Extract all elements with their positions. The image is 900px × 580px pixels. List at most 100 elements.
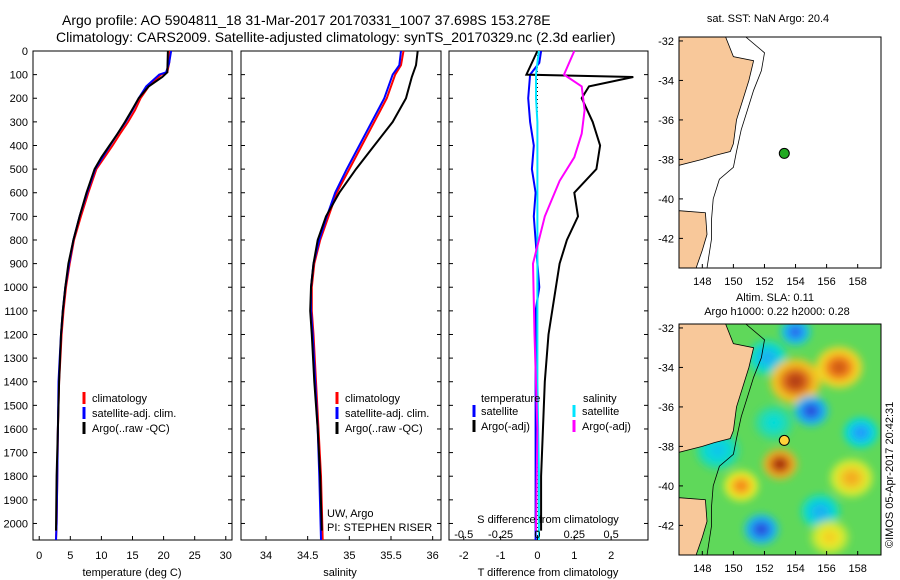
sal-xtick-label: 34: [260, 550, 272, 562]
diff-legend-tsat: satellite: [481, 406, 518, 418]
sal-xtick-label: 36: [427, 550, 439, 562]
sst-lat-label: -38: [658, 154, 674, 166]
sla-anomaly-core: [790, 327, 801, 337]
sla-anomaly-core: [814, 505, 827, 518]
sst-map-panel: sat. SST: NaN Argo: 20.4 148 150 152 154 156…: [658, 13, 882, 288]
diff-line-temperature-argo-adj: [524, 50, 634, 531]
depth-tick-label: 500: [10, 164, 28, 176]
temp-xtick-label: 25: [189, 550, 201, 562]
depth-tick-label: 1500: [4, 400, 28, 412]
difference-legend: temperature salinity satellite Argo(-adj…: [472, 393, 631, 433]
sla-lat-label: -38: [658, 441, 674, 453]
sst-float-location-marker: [778, 147, 790, 159]
temp-legend-climatology: climatology: [92, 393, 148, 405]
sst-map-axes: 148 150 152 154 156 158 -32 -34 -36 -38 -40 -42: [658, 36, 867, 288]
depth-tick-label: 1600: [4, 424, 28, 436]
temp-xtick-label: 10: [95, 550, 107, 562]
temp-xtick-label: 0: [36, 550, 42, 562]
sal-xtick-label: 35: [343, 550, 355, 562]
salinity-frame: [240, 50, 442, 541]
credit-org: UW, Argo: [327, 508, 373, 520]
sla-anomaly-core: [844, 471, 859, 485]
salinity-series: [309, 50, 419, 541]
diff-line-salinity-satellite: [535, 50, 540, 540]
s-difference-xlabel: S difference from climatology: [477, 514, 619, 526]
s-xtick-label: -0.5: [454, 529, 473, 541]
sla-anomaly-core: [767, 417, 781, 429]
depth-tick-label: 900: [10, 259, 28, 271]
sal-xtick-label: 34.5: [297, 550, 318, 562]
sla-lat-label: -42: [658, 520, 674, 532]
sla-lon-label: 158: [849, 563, 867, 575]
sst-lat-label: -32: [658, 36, 674, 48]
temperature-frame: [32, 50, 233, 541]
s-xtick-label: 0: [534, 529, 540, 541]
sla-lon-label: 152: [755, 563, 773, 575]
sst-lon-label: 148: [693, 276, 711, 288]
sst-lon-label: 152: [755, 276, 773, 288]
depth-tick-label: 1300: [4, 353, 28, 365]
diff-xtick-label: 0: [534, 550, 540, 562]
depth-tick-label: 700: [10, 211, 28, 223]
header-line-1: Argo profile: AO 5904811_18 31-Mar-2017 …: [62, 12, 551, 28]
imos-timestamp: ©IMOS 05-Apr-2017 20:42:31: [884, 402, 896, 548]
diff-legend-ssat: satellite: [582, 406, 619, 418]
temp-xtick-label: 5: [67, 550, 73, 562]
sla-field: [696, 324, 878, 555]
s-difference-x-axis: -0.5 -0.25 0 0.25 0.5: [454, 529, 619, 541]
diff-legend-title-temperature: temperature: [481, 393, 540, 405]
salinity-panel: 34 34.5 35 35.5 36 salinity climatology sate…: [240, 50, 442, 579]
sla-lon-label: 154: [786, 563, 804, 575]
depth-tick-label: 1700: [4, 448, 28, 460]
depth-tick-label: 1200: [4, 329, 28, 341]
sla-lat-label: -36: [658, 402, 674, 414]
temp-line-satellite-adj-clim: [55, 50, 173, 541]
sla-anomaly-core: [774, 459, 786, 470]
sla-map-panel: Altim. SLA: 0.11 Argo h1000: 0.22 h2000:…: [658, 292, 882, 575]
s-xtick-label: 0.5: [603, 529, 618, 541]
depth-tick-label: 300: [10, 117, 28, 129]
depth-tick-label: 1100: [4, 306, 28, 318]
depth-tick-label: 1000: [4, 282, 28, 294]
sla-map-title-1: Altim. SLA: 0.11: [736, 292, 814, 304]
diff-legend-targo: Argo(-adj): [481, 421, 530, 433]
depth-tick-label: 200: [10, 93, 28, 105]
sla-map-frame: [678, 323, 882, 556]
s-xtick-label: -0.25: [488, 529, 513, 541]
diff-xtick-label: -2: [459, 550, 469, 562]
depth-tick-label: 600: [10, 188, 28, 200]
temperature-xlabel: temperature (deg C): [82, 567, 181, 579]
sal-xtick-label: 35.5: [380, 550, 401, 562]
temp-legend-satellite: satellite-adj. clim.: [92, 408, 176, 420]
depth-tick-label: 1900: [4, 495, 28, 507]
temp-legend-argo: Argo(..raw -QC): [92, 423, 170, 435]
sla-shelf-contour: [706, 324, 765, 555]
sst-map-frame: [678, 36, 882, 269]
sal-legend-climatology: climatology: [345, 393, 401, 405]
sst-lat-label: -42: [658, 233, 674, 245]
sla-map-title-2: Argo h1000: 0.22 h2000: 0.28: [704, 306, 850, 318]
salinity-xlabel: salinity: [323, 567, 357, 579]
sst-lon-label: 156: [817, 276, 835, 288]
depth-tick-label: 1400: [4, 377, 28, 389]
salinity-legend: climatology satellite-adj. clim. Argo(..…: [335, 392, 429, 435]
sla-anomaly-core: [761, 351, 774, 364]
sla-lat-label: -34: [658, 362, 674, 374]
sal-line-satellite-adj-clim: [310, 50, 402, 541]
sst-map-title: sat. SST: NaN Argo: 20.4: [707, 13, 829, 25]
temperature-legend: climatology satellite-adj. clim. Argo(..…: [82, 392, 176, 435]
temperature-x-axis: 0 5 10 15 20 25 30: [36, 536, 232, 562]
sla-anomaly-core: [735, 480, 747, 491]
sla-lon-label: 148: [693, 563, 711, 575]
sla-lon-label: 156: [817, 563, 835, 575]
sla-anomaly-core: [755, 524, 767, 535]
sla-lat-label: -32: [658, 323, 674, 335]
depth-tick-label: 400: [10, 140, 28, 152]
sst-lat-label: -40: [658, 194, 674, 206]
depth-tick-label: 0: [22, 46, 28, 58]
t-difference-x-axis: -2 -1 0 1 2: [459, 536, 614, 562]
sst-lat-label: -34: [658, 75, 674, 87]
difference-panel: -2 -1 0 1 2 -0.5 -0.25 0 0.25 0.5 S difference f…: [448, 50, 649, 579]
temp-line-climatology: [55, 50, 171, 541]
